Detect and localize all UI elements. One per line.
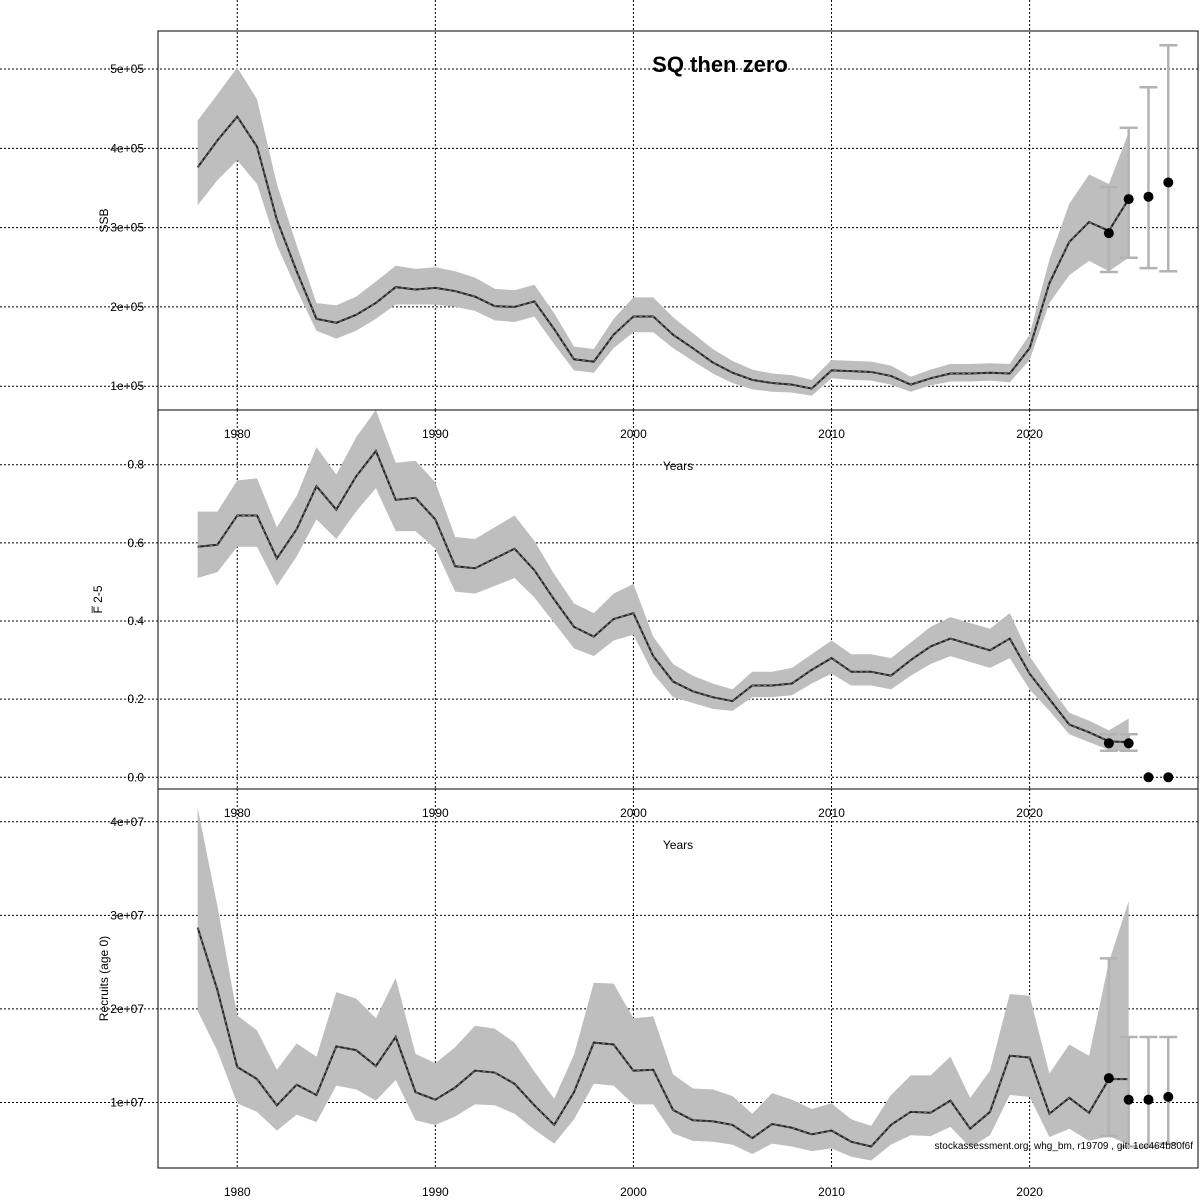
recruits-ytick-label: 2e+07 — [110, 1002, 144, 1016]
fbar-forecast-point — [1143, 772, 1154, 783]
ssb-forecast-point — [1163, 177, 1174, 188]
recruits-xtick-label: 1980 — [224, 1185, 251, 1199]
recruits-xtick-label: 2010 — [818, 1185, 845, 1199]
fbar-ytick-label: 0.6 — [127, 536, 144, 550]
recruits-xtick-label: 1990 — [422, 1185, 449, 1199]
fbar-forecast-point — [1163, 772, 1174, 783]
ssb-ytick-label: 3e+05 — [110, 221, 144, 235]
recruits-xtick-label: 2020 — [1016, 1185, 1043, 1199]
ssb-forecast-point — [1143, 191, 1154, 202]
recruits-ytick-label: 1e+07 — [110, 1095, 144, 1109]
ssb-xaxis-label: Years — [663, 459, 693, 473]
fbar-yaxis-label: F̅ 2-5 — [91, 585, 105, 613]
recruits-forecast-point — [1103, 1073, 1114, 1084]
fbar-ytick-label: 0.8 — [127, 458, 144, 472]
ssb-ytick-label: 1e+05 — [110, 379, 144, 393]
fbar-ytick-label: 0.2 — [127, 692, 144, 706]
recruits-forecast-point — [1143, 1094, 1154, 1105]
recruits-xtick-label: 2000 — [620, 1185, 647, 1199]
recruits-ytick-label: 3e+07 — [110, 908, 144, 922]
ssb-ytick-label: 2e+05 — [110, 300, 144, 314]
ssb-forecast-point — [1103, 228, 1114, 239]
recruits-yaxis-label: Recruits (age 0) — [97, 936, 111, 1021]
recruits-plot-frame — [157, 788, 1199, 1169]
fbar-ytick-label: 0.4 — [127, 614, 144, 628]
fbar-ytick-label: 0.0 — [127, 770, 144, 784]
ssb-confidence-band — [197, 67, 1129, 396]
recruits-forecast-point — [1163, 1091, 1174, 1102]
chart-title: SQ then zero — [652, 52, 788, 77]
recruits-confidence-band — [197, 807, 1129, 1161]
fbar-confidence-band — [197, 410, 1129, 752]
fbar-forecast-point — [1103, 738, 1114, 749]
recruits-panel: 1e+07 2e+07 3e+07 4e+07 1980 1990 2000 2010 2020… — [0, 788, 1200, 1199]
ssb-forecast-point — [1123, 194, 1134, 205]
fbar-forecast-point — [1123, 738, 1134, 749]
ssb-ytick-label: 4e+05 — [110, 141, 144, 155]
ssb-yaxis-label: SSB — [97, 208, 111, 232]
recruits-forecast-point — [1123, 1094, 1134, 1105]
recruits-ytick-label: 4e+07 — [110, 815, 144, 829]
ssb-estimate-line-dash — [197, 115, 1130, 390]
footnote: stockassessment.org, whg_bm, r19709 , gi… — [935, 1141, 1194, 1152]
fbar-estimate-line-dash — [197, 450, 1129, 743]
ssb-ytick-label: 5e+05 — [110, 62, 144, 76]
recruits-estimate-line-dash — [197, 927, 1129, 1148]
fbar-xaxis-label: Years — [663, 838, 693, 852]
